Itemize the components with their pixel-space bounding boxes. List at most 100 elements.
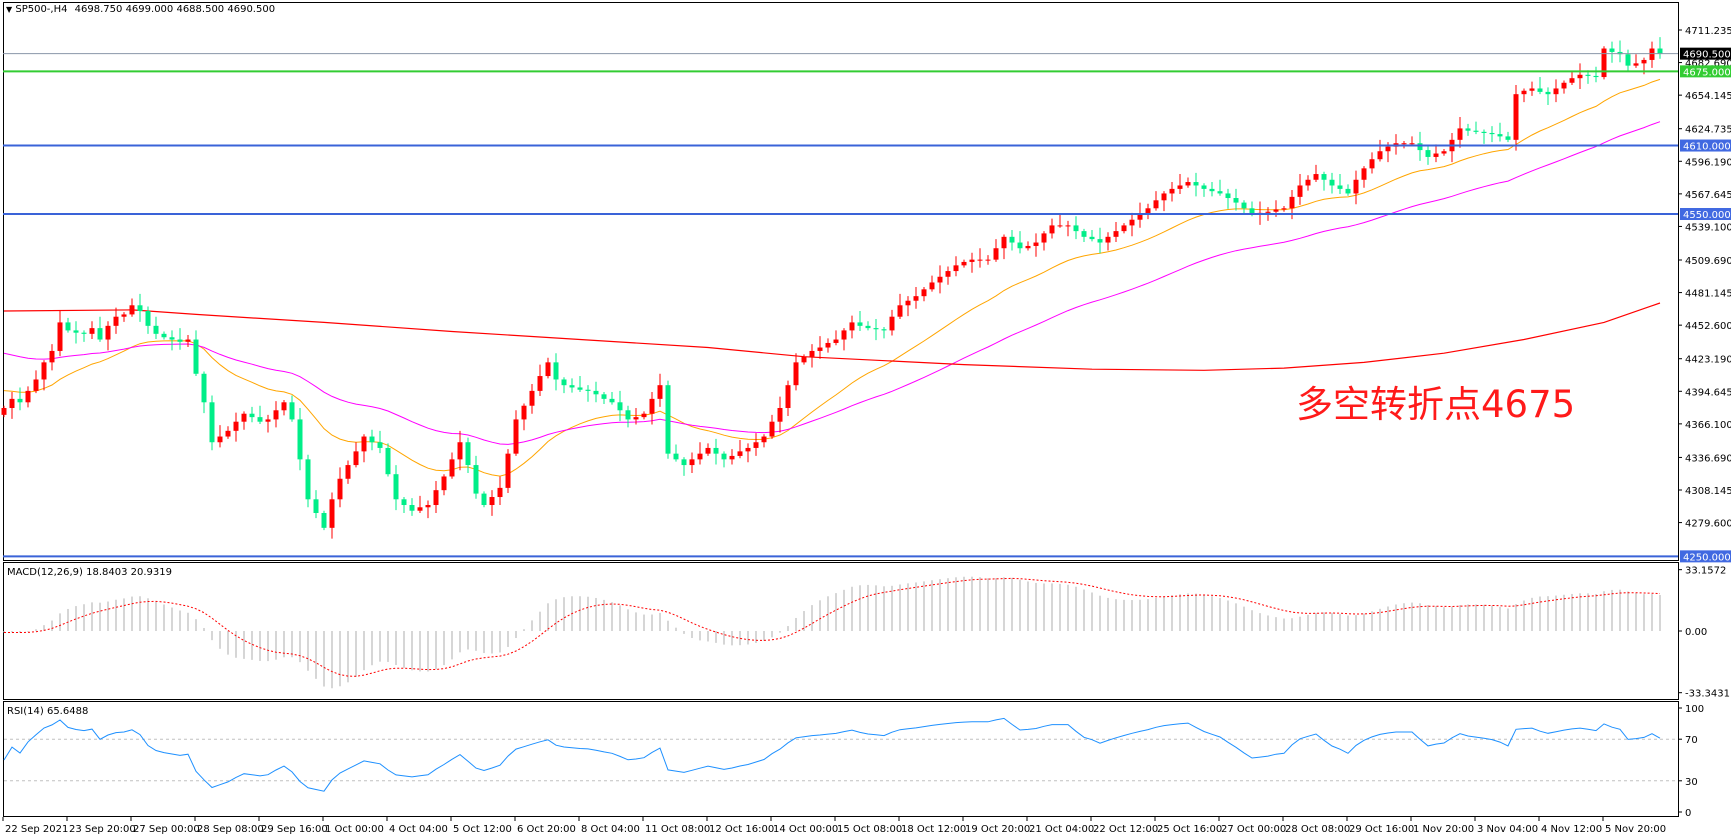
candle-body: [1065, 225, 1071, 227]
candle-body: [577, 387, 583, 390]
time-tick-label: 27 Sep 00:00: [133, 824, 200, 835]
candle-body: [777, 408, 783, 422]
candle: [385, 443, 391, 477]
candle-body: [1433, 153, 1439, 157]
candle-body: [345, 465, 351, 479]
candle-body: [177, 339, 183, 342]
price-tick-label: 4567.645: [1685, 190, 1731, 201]
candle: [1569, 71, 1575, 86]
candle: [57, 311, 63, 357]
time-tick-label: 22 Sep 2021: [5, 824, 68, 835]
candle: [329, 492, 335, 539]
candle-body: [977, 259, 983, 261]
candle: [25, 386, 31, 408]
candle: [345, 460, 351, 484]
candle: [1209, 182, 1215, 197]
candle: [1553, 79, 1559, 103]
candle: [9, 392, 15, 419]
candle: [73, 321, 79, 344]
candle: [1649, 41, 1655, 68]
candle: [297, 408, 303, 471]
candle: [201, 371, 207, 414]
candle-body: [1425, 150, 1431, 157]
candle-body: [449, 459, 455, 477]
candle: [761, 434, 767, 448]
candle-body: [121, 314, 127, 317]
candle-body: [249, 413, 255, 418]
candle-body: [1409, 143, 1415, 145]
candle-body: [1185, 182, 1191, 186]
candle: [353, 442, 359, 468]
horizontal-levels[interactable]: [3, 53, 1678, 558]
candle: [1617, 40, 1623, 63]
price-level-tag: [1680, 550, 1731, 563]
moving-averages: [3, 78, 1661, 477]
candle-body: [761, 436, 767, 443]
ma-slow-line: [3, 302, 1661, 371]
candle-body: [1049, 225, 1055, 234]
candle: [865, 321, 871, 331]
candle-body: [1601, 48, 1607, 78]
candle: [1073, 216, 1079, 240]
candle: [121, 312, 127, 322]
time-tick-label: 23 Sep 20:00: [69, 824, 136, 835]
rsi-pane: [3, 701, 1679, 817]
candle: [1449, 132, 1455, 163]
candle: [481, 491, 487, 508]
price-tick-label: 4308.145: [1685, 486, 1731, 497]
candle: [1001, 234, 1007, 260]
candle: [1561, 80, 1567, 94]
candle-body: [209, 402, 215, 443]
candle-body: [649, 398, 655, 414]
candle-body: [1529, 88, 1535, 91]
candle-body: [857, 322, 863, 326]
candle: [1441, 148, 1447, 156]
macd-indicator: [3, 576, 1661, 689]
candle-body: [1129, 219, 1135, 226]
candle-body: [689, 459, 695, 466]
time-tick-label: 14 Oct 00:00: [773, 824, 838, 835]
rsi-line: [3, 717, 1661, 792]
rsi-tick-label: 70: [1685, 735, 1698, 746]
candle-body: [1177, 185, 1183, 189]
collapse-arrow-icon[interactable]: ▼: [6, 5, 13, 14]
candle-body: [513, 419, 519, 454]
candle: [1129, 212, 1135, 237]
candle-body: [1313, 174, 1319, 180]
candle: [1137, 202, 1143, 228]
candle: [985, 255, 991, 265]
candle: [577, 376, 583, 393]
candle: [817, 336, 823, 359]
candle-body: [481, 493, 487, 506]
candle-body: [673, 453, 679, 460]
candle: [1121, 223, 1127, 234]
candle: [169, 330, 175, 351]
candle: [41, 360, 47, 391]
candle: [1097, 227, 1103, 254]
candle-body: [361, 436, 367, 452]
candle: [1593, 66, 1599, 83]
candle-body: [393, 474, 399, 500]
candle-body: [633, 417, 639, 420]
rsi-tick-label: 30: [1685, 777, 1698, 788]
candle: [1345, 184, 1351, 196]
candle: [497, 476, 503, 506]
candle: [673, 444, 679, 462]
time-tick-label: 4 Oct 04:00: [389, 824, 448, 835]
candle: [953, 256, 959, 277]
candle-body: [441, 476, 447, 491]
candle-body: [1073, 225, 1079, 232]
candle-body: [369, 436, 375, 443]
candle: [361, 434, 367, 463]
candle-body: [601, 394, 607, 399]
candle: [113, 307, 119, 334]
rsi-label: RSI(14) 65.6488: [7, 706, 89, 717]
candle: [929, 275, 935, 292]
candle: [217, 425, 223, 448]
price-tick-label: 4336.690: [1685, 453, 1731, 464]
candle-body: [1121, 225, 1127, 232]
candle-body: [233, 421, 239, 431]
candle: [521, 403, 527, 431]
candle-body: [1537, 88, 1543, 92]
